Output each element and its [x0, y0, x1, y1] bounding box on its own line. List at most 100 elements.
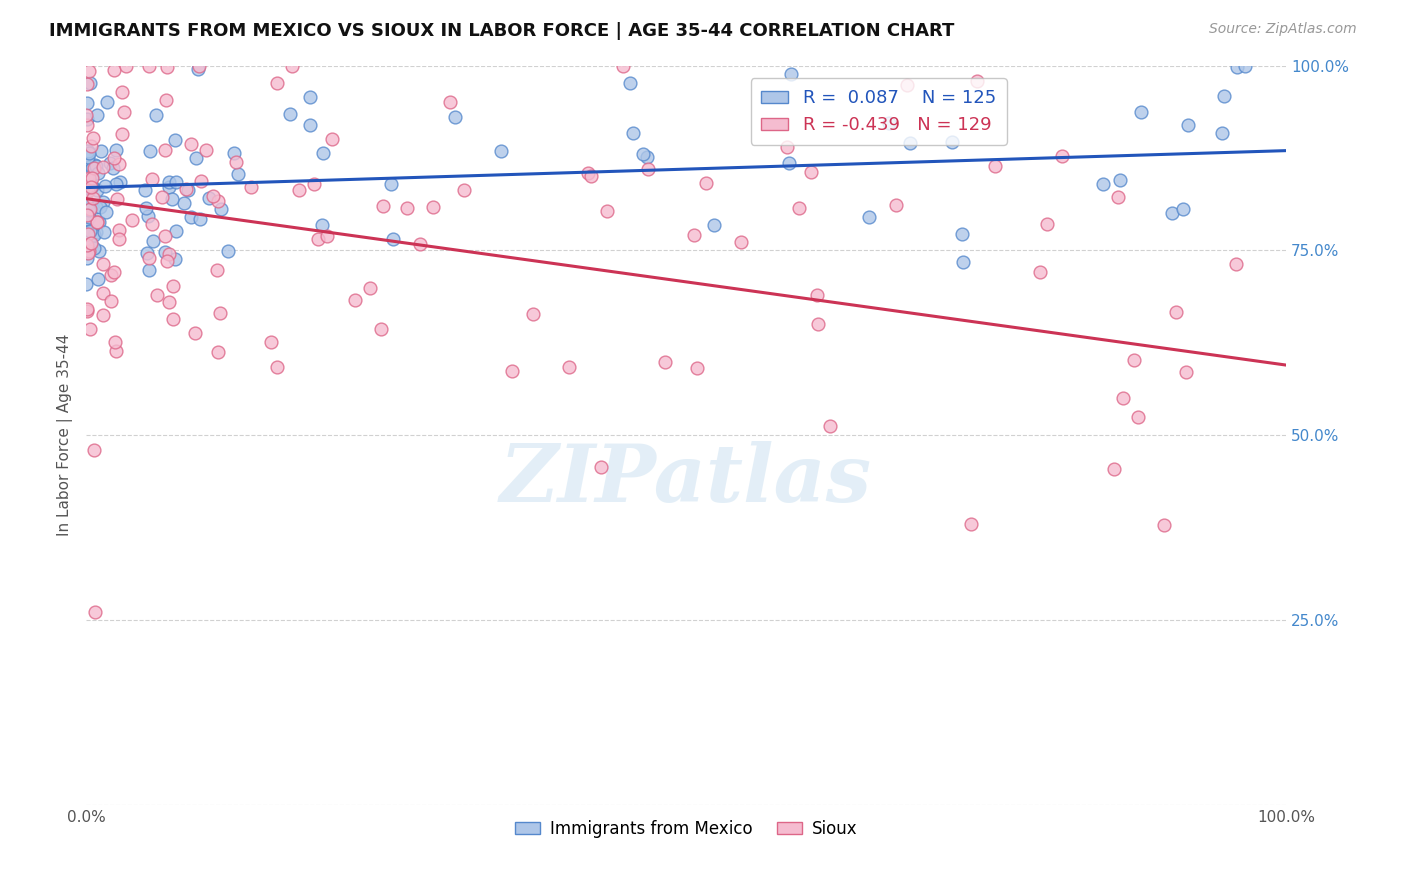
Point [83, 161, 105, 175]
Point [80, 138, 103, 153]
Point [103, 63, 125, 78]
Point [280, 107, 302, 121]
Point [76, 153, 98, 167]
Point [157, 180, 180, 194]
Point [941, 135, 963, 149]
Point [108, 157, 131, 171]
Point [165, 132, 187, 146]
Point [858, 210, 880, 224]
Point [76, 227, 98, 241]
Point [75, 277, 97, 291]
Point [217, 244, 239, 258]
Point [491, 145, 513, 159]
Legend: Immigrants from Mexico, Sioux: Immigrants from Mexico, Sioux [508, 814, 865, 845]
Point [121, 213, 143, 227]
Point [112, 105, 135, 120]
Point [778, 156, 800, 170]
Point [76, 165, 98, 179]
Point [76, 302, 98, 317]
Point [779, 67, 801, 81]
Point [453, 183, 475, 197]
Point [207, 345, 229, 359]
Point [226, 167, 249, 181]
Point [135, 246, 157, 260]
Point [637, 161, 659, 176]
Point [83, 605, 105, 619]
Point [1161, 206, 1184, 220]
Point [104, 335, 127, 350]
Point [75, 213, 97, 227]
Point [557, 359, 579, 374]
Point [77, 64, 100, 78]
Point [153, 244, 176, 259]
Point [77, 178, 100, 193]
Point [104, 178, 127, 192]
Point [80, 178, 103, 193]
Point [77, 180, 100, 194]
Point [633, 147, 655, 161]
Point [136, 210, 159, 224]
Point [80, 237, 103, 252]
Point [576, 166, 599, 180]
Point [807, 317, 830, 331]
Point [205, 263, 228, 277]
Point [589, 460, 612, 475]
Point [787, 201, 810, 215]
Point [1166, 304, 1188, 318]
Point [343, 293, 366, 307]
Point [682, 228, 704, 243]
Point [260, 334, 283, 349]
Point [198, 191, 221, 205]
Point [142, 235, 165, 249]
Point [1171, 202, 1194, 217]
Point [100, 293, 122, 308]
Point [75, 195, 97, 210]
Point [703, 218, 725, 232]
Point [321, 132, 343, 146]
Point [173, 196, 195, 211]
Point [84, 225, 107, 239]
Point [187, 59, 209, 73]
Point [184, 152, 207, 166]
Point [76, 238, 98, 252]
Point [522, 307, 544, 321]
Point [100, 268, 122, 282]
Point [806, 287, 828, 301]
Point [76, 96, 98, 111]
Point [82, 130, 104, 145]
Point [105, 193, 128, 207]
Point [83, 227, 105, 242]
Point [91, 309, 114, 323]
Point [89, 200, 111, 214]
Point [91, 286, 114, 301]
Point [187, 62, 209, 77]
Point [312, 145, 335, 160]
Point [87, 166, 110, 180]
Point [1212, 89, 1234, 103]
Point [76, 211, 98, 226]
Point [1129, 105, 1152, 120]
Point [79, 244, 101, 259]
Point [75, 193, 97, 207]
Point [225, 154, 247, 169]
Point [80, 178, 103, 193]
Point [952, 254, 974, 268]
Point [1225, 257, 1247, 271]
Point [138, 262, 160, 277]
Point [150, 189, 173, 203]
Point [654, 355, 676, 369]
Point [84, 200, 107, 214]
Point [177, 183, 200, 197]
Point [111, 85, 134, 99]
Point [76, 118, 98, 132]
Y-axis label: In Labor Force | Age 35-44: In Labor Force | Age 35-44 [58, 334, 73, 536]
Point [190, 174, 212, 188]
Point [1029, 265, 1052, 279]
Point [157, 175, 180, 189]
Point [94, 205, 117, 219]
Point [1109, 173, 1132, 187]
Point [1126, 410, 1149, 425]
Point [898, 136, 921, 151]
Point [76, 252, 98, 266]
Point [79, 202, 101, 217]
